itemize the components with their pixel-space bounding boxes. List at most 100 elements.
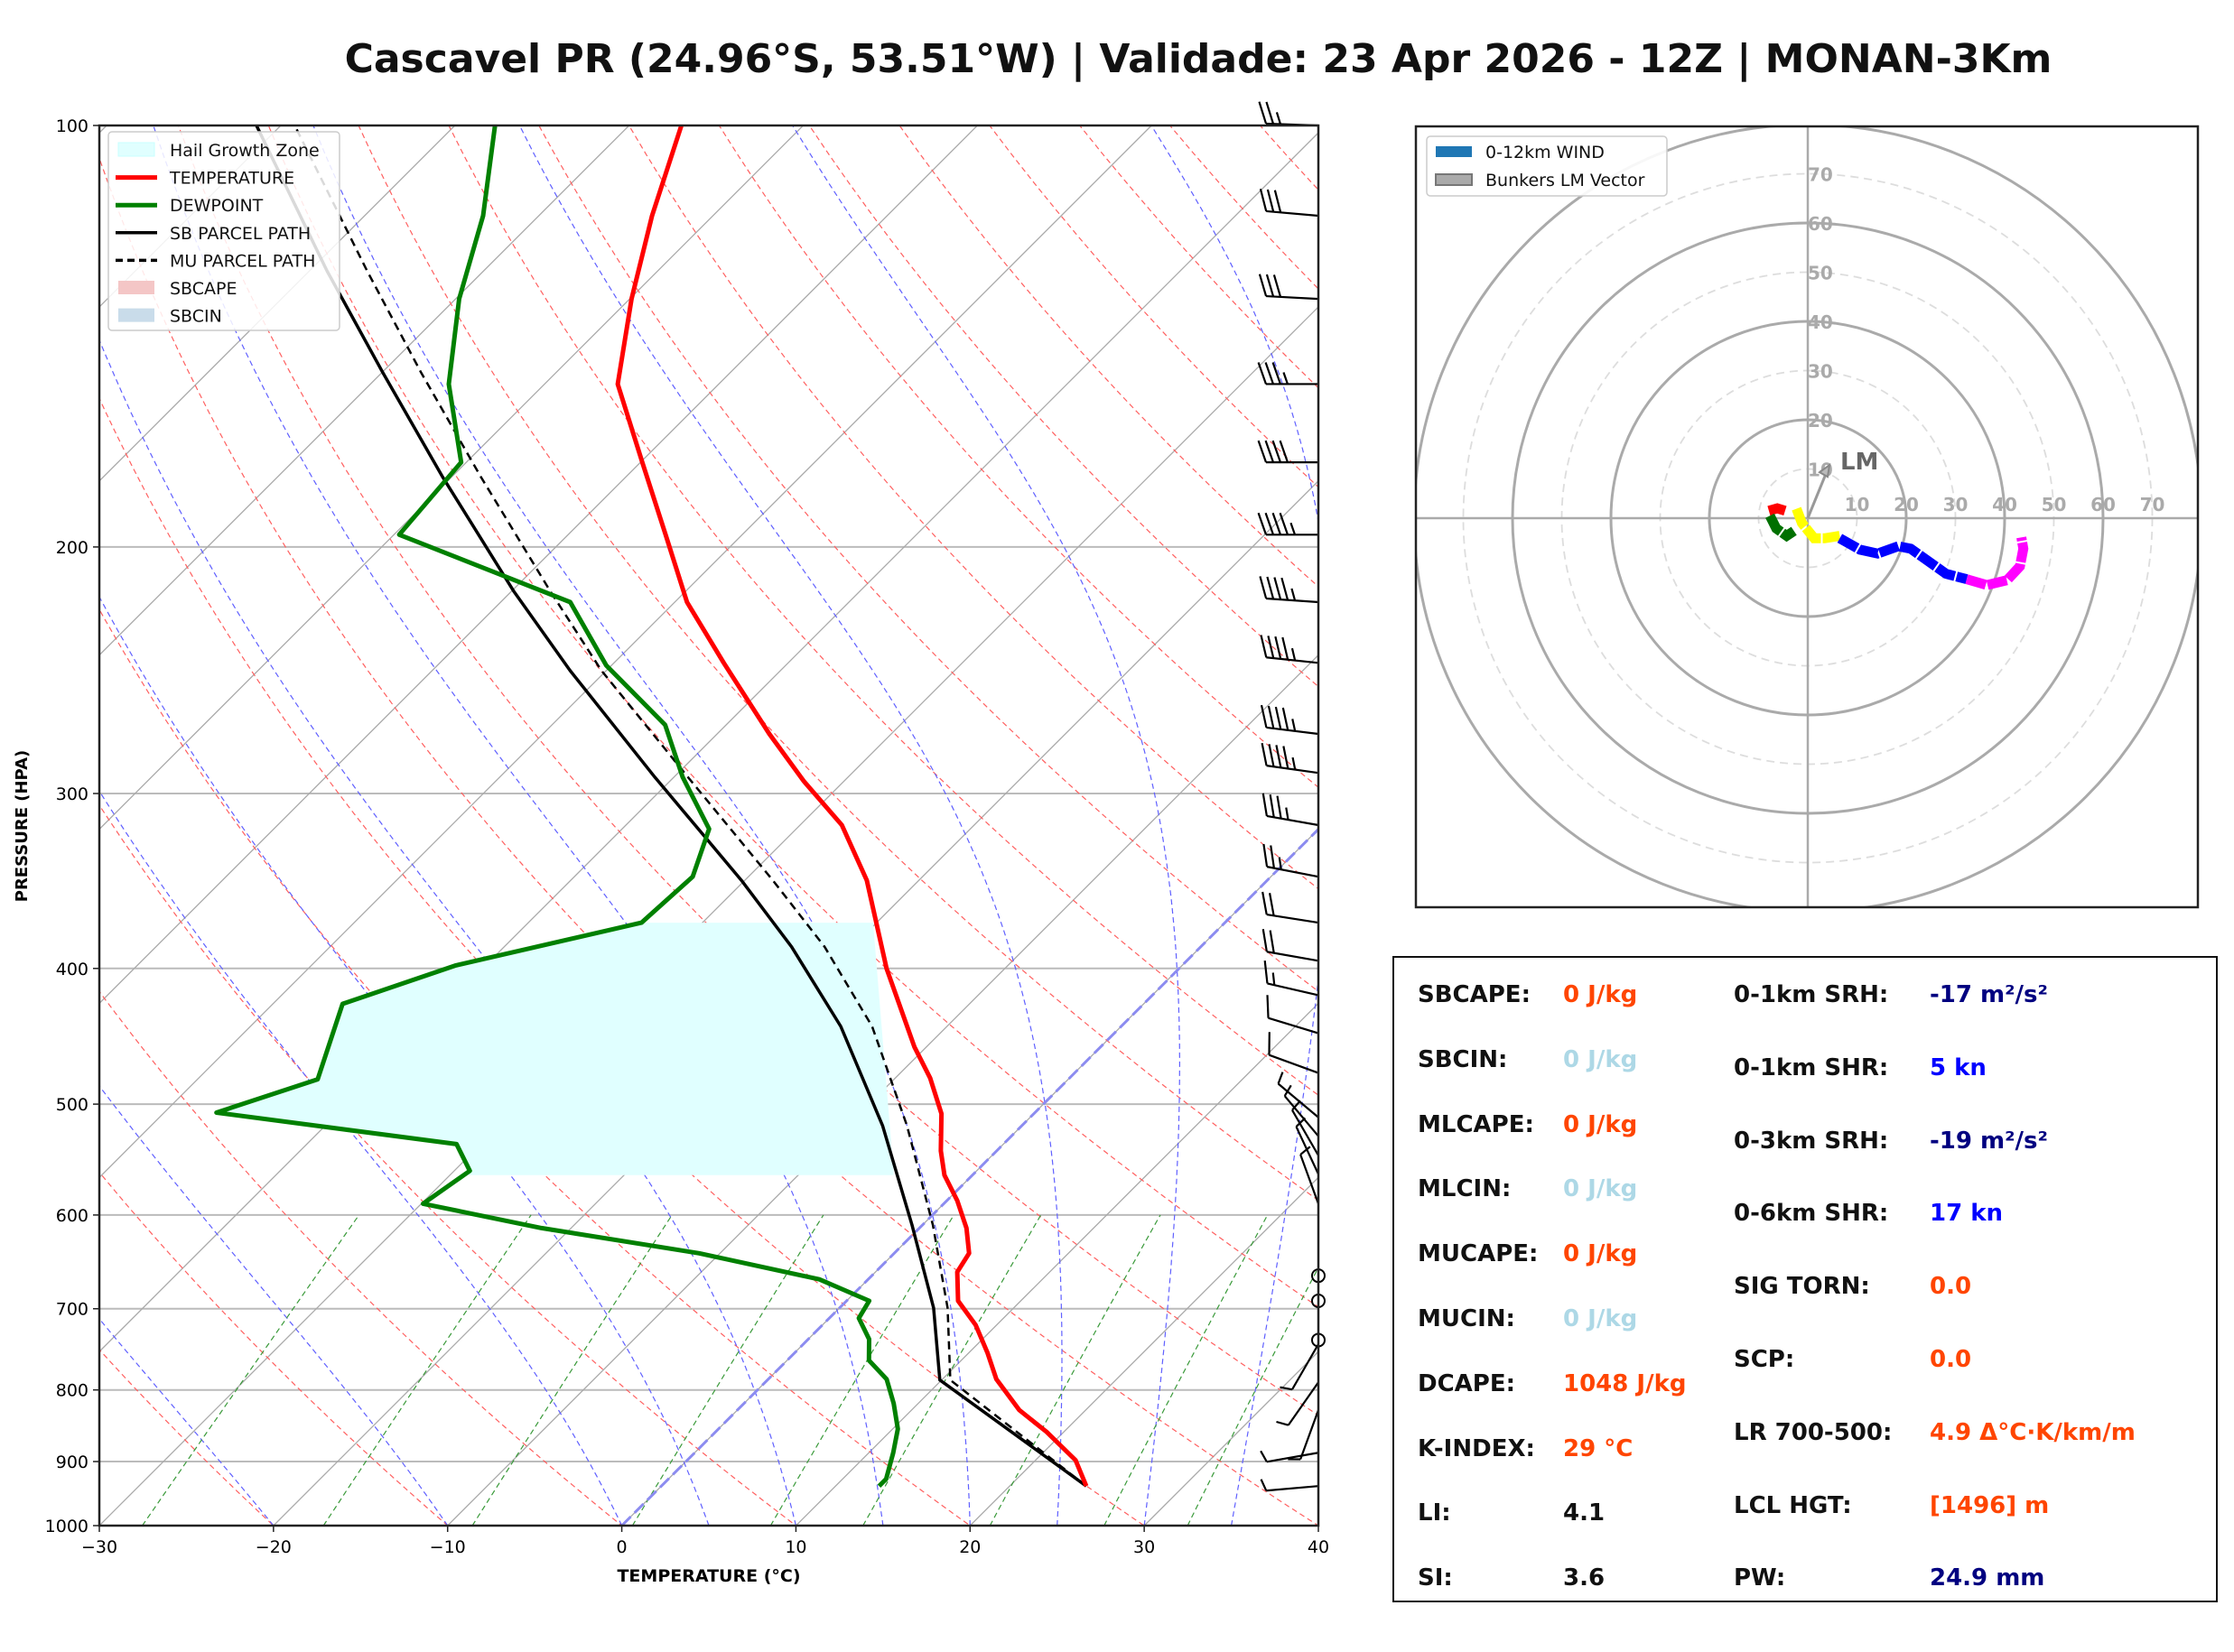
barb-shaft (1266, 913, 1319, 924)
wind-barb (1259, 576, 1319, 604)
barb-full (1276, 795, 1282, 819)
stats-panel: SBCAPE: 0 J/kg SBCIN: 0 J/kg MLCAPE: 0 J/kg ML… (1392, 956, 2218, 1602)
dry-adiabat-line (99, 803, 797, 1526)
isotherm-line (99, 132, 1318, 1353)
barb-full (1272, 274, 1282, 298)
barb-full (1264, 512, 1275, 535)
wind-barb (1291, 1100, 1319, 1156)
legend-item: 0-12km WIND (1436, 143, 1605, 162)
hodograph-ring-label: 40 (1992, 494, 2017, 515)
stat-label: 0-1km SRH: (1734, 981, 1889, 1008)
stat-label: MUCIN: (1418, 1305, 1515, 1332)
y-tick-label: 300 (56, 784, 88, 804)
barb-full (1262, 843, 1269, 868)
stat-label: MLCIN: (1418, 1175, 1512, 1203)
hodograph-segment (1792, 506, 1841, 543)
barb-full (1261, 891, 1268, 915)
barb-shaft (1283, 1095, 1319, 1137)
stat-label: 0-1km SHR: (1734, 1053, 1889, 1081)
wind-barb (1257, 440, 1318, 464)
barb-full (1271, 512, 1282, 535)
x-tick-label: −20 (256, 1537, 292, 1557)
legend-label: DEWPOINT (170, 196, 264, 216)
mixing-ratio-line (631, 1214, 824, 1526)
stat-label: LCL HGT: (1734, 1491, 1852, 1519)
barb-shaft (1266, 726, 1319, 736)
y-tick-label: 400 (56, 960, 88, 979)
stat-value: 0 J/kg (1563, 1045, 1638, 1073)
barb-half (1291, 756, 1297, 770)
legend-item: SBCIN (118, 307, 222, 327)
mu-parcel-line (293, 125, 1087, 1488)
x-tick-label: 20 (959, 1537, 981, 1557)
isotherm-line (446, 654, 1318, 1526)
barb-half (1280, 1386, 1293, 1391)
stat-label: SBCAPE: (1418, 981, 1531, 1008)
mixing-ratio-line (862, 1214, 1042, 1526)
stat-label: DCAPE: (1418, 1369, 1515, 1397)
legend-box (107, 131, 340, 331)
hodograph-segment (1837, 534, 1969, 584)
barb-half (1278, 857, 1282, 870)
barb-full (1279, 512, 1289, 535)
mixing-ratio-line (989, 1214, 1161, 1526)
lm-label: LM (1840, 449, 1878, 476)
barb-full (1258, 274, 1268, 297)
wind-barb (1295, 1117, 1319, 1175)
barb-shaft (1266, 209, 1319, 218)
wind-barb (1258, 101, 1319, 127)
moist-adiabat-line (99, 1318, 275, 1526)
stat-label: LR 700-500: (1734, 1418, 1893, 1446)
barb-full (1257, 512, 1268, 535)
isotherm-line (99, 125, 1153, 1179)
y-tick-label: 500 (56, 1095, 88, 1115)
isotherm-line (99, 125, 979, 1005)
hodograph-ring-label: 30 (1943, 494, 1969, 515)
legend-item: SB PARCEL PATH (116, 224, 311, 244)
mixing-ratio-line (769, 1214, 954, 1526)
barb-full (1267, 705, 1275, 729)
hodograph-segment (1765, 513, 1797, 543)
barb-shaft (1291, 1109, 1319, 1156)
barb-full (1273, 577, 1282, 600)
moist-adiabat-line (312, 125, 971, 1526)
legend-label: TEMPERATURE (169, 169, 294, 189)
barb-full (1265, 101, 1275, 125)
x-axis-label: TEMPERATURE (°C) (617, 1566, 800, 1586)
moist-adiabat-line (1150, 125, 1318, 1526)
barb-full (1269, 930, 1275, 953)
stat-value: 1048 J/kg (1563, 1369, 1687, 1397)
hail-growth-zone (216, 923, 894, 1175)
stat-value: 29 °C (1563, 1434, 1634, 1462)
barb-full (1266, 189, 1275, 212)
barb-full (1270, 845, 1276, 868)
stat-label: K-INDEX: (1418, 1434, 1535, 1462)
wind-barb (1259, 189, 1319, 218)
moist-adiabat-line (792, 125, 1180, 1526)
lm-arrowhead-icon (1818, 462, 1831, 478)
barb-shaft (1266, 1485, 1319, 1492)
y-tick-label: 900 (56, 1452, 88, 1472)
dry-adiabat-line (267, 125, 1318, 1308)
legend-label: Hail Growth Zone (170, 141, 320, 161)
stat-value: 17 kn (1930, 1200, 2004, 1228)
moist-adiabat-line (99, 790, 623, 1526)
x-tick-label: −10 (430, 1537, 466, 1557)
barb-half (1276, 1420, 1289, 1426)
legend-label: MU PARCEL PATH (170, 251, 315, 271)
barb-full (1281, 636, 1289, 660)
legend-label: Bunkers LM Vector (1485, 171, 1645, 190)
isotherm-line (272, 479, 1318, 1526)
stat-label: SIG TORN: (1734, 1273, 1870, 1301)
stat-value: 0 J/kg (1563, 1305, 1638, 1332)
barb-shaft (1299, 1154, 1320, 1204)
x-tick-label: 30 (1133, 1537, 1155, 1557)
barb-shaft (1266, 1452, 1319, 1463)
barb-full (1261, 793, 1268, 817)
barb-full (1282, 746, 1289, 769)
isotherm-line (99, 306, 1318, 1526)
legend-label: 0-12km WIND (1485, 143, 1605, 162)
wind-barb (1260, 635, 1319, 664)
dry-adiabat-line (718, 125, 1318, 788)
moist-adiabat-line (99, 339, 796, 1526)
